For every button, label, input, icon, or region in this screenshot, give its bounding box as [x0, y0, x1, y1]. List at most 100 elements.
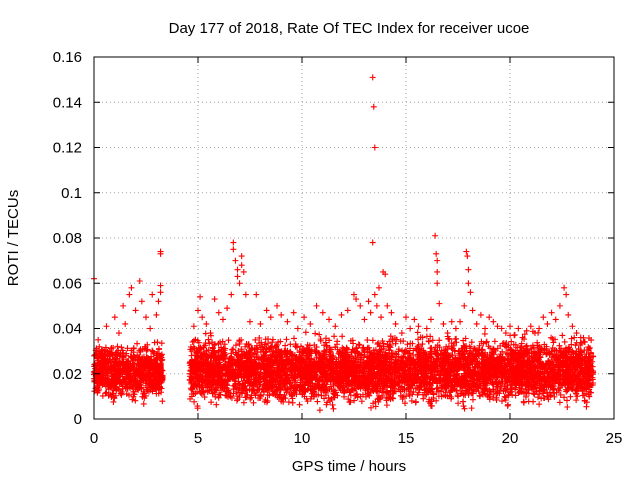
roti-sample [159, 372, 166, 379]
roti-sample [469, 396, 476, 403]
roti-sample [144, 346, 151, 353]
roti-sample [330, 405, 337, 412]
roti-sample [145, 359, 152, 366]
roti-sample [215, 394, 222, 401]
roti-sample [107, 345, 114, 352]
roti-sample [99, 361, 106, 368]
roti-sample [114, 377, 121, 384]
roti-sample [530, 398, 537, 405]
roti-sample [157, 369, 164, 376]
roti-sample [143, 372, 150, 379]
roti-sample [564, 404, 571, 411]
roti-sample [429, 337, 436, 344]
roti-sample [136, 362, 143, 369]
roti-sample [106, 383, 113, 390]
roti-sample [103, 389, 110, 396]
roti-sample [97, 353, 104, 360]
roti-sample [94, 379, 101, 386]
roti-sample [117, 390, 124, 397]
roti-sample [118, 367, 125, 374]
roti-sample [358, 398, 365, 405]
roti-sample [143, 354, 150, 361]
roti-sample [95, 371, 102, 378]
roti-sample [112, 354, 119, 361]
roti-sample [130, 345, 137, 352]
roti-sample [148, 360, 155, 367]
roti-sample [140, 400, 147, 407]
roti-sample [153, 390, 160, 397]
roti-sample [285, 399, 292, 406]
roti-sample [116, 386, 123, 393]
roti-sample [534, 394, 541, 401]
roti-sample [136, 377, 143, 384]
roti-sample [159, 398, 166, 405]
roti-sample [115, 347, 122, 354]
roti-sample [115, 385, 122, 392]
roti-sample [114, 351, 121, 358]
roti-sample [149, 367, 156, 374]
roti-sample [118, 344, 125, 351]
roti-sample [139, 393, 146, 400]
roti-sample [213, 401, 220, 408]
roti-sample [468, 405, 475, 412]
roti-sample [134, 386, 141, 393]
roti-sample [129, 396, 136, 403]
roti-sample [135, 382, 142, 389]
roti-sample [452, 336, 459, 343]
roti-sample [561, 338, 568, 345]
roti-sample [102, 390, 109, 397]
roti-sample [312, 330, 319, 337]
roti-sample [556, 399, 563, 406]
roti-sample [583, 403, 590, 410]
roti-sample [302, 329, 309, 336]
roti-sample [351, 397, 358, 404]
roti-sample [334, 338, 341, 345]
roti-sample [250, 399, 257, 406]
roti-sample [108, 380, 115, 387]
roti-sample [102, 357, 109, 364]
roti-sample [157, 362, 164, 369]
roti-sample [109, 390, 116, 397]
roti-sample [287, 341, 294, 348]
roti-sample [128, 354, 135, 361]
roti-sample [154, 350, 161, 357]
roti-sample [138, 370, 145, 377]
roti-sample [291, 335, 298, 342]
roti-sample [131, 372, 138, 379]
roti-sample [125, 368, 132, 375]
roti-sample [158, 340, 165, 347]
roti-sample [491, 338, 498, 345]
roti-sample [364, 337, 371, 344]
roti-sample [283, 336, 290, 343]
roti-sample [158, 354, 165, 361]
roti-sample [314, 398, 321, 405]
roti-sample [520, 399, 527, 406]
roti-sample [191, 398, 198, 405]
roti-sample [229, 346, 236, 353]
x-axis-label: GPS time / hours [292, 458, 406, 475]
roti-sample [123, 390, 130, 397]
roti-sample [123, 365, 130, 372]
roti-sample [101, 356, 108, 363]
roti-sample [132, 397, 139, 404]
roti-sample [339, 333, 346, 340]
roti-sample [144, 372, 151, 379]
roti-sample [536, 401, 543, 408]
roti-sample [150, 377, 157, 384]
roti-sample [98, 347, 105, 354]
roti-sample [118, 380, 125, 387]
roti-sample [124, 373, 131, 380]
roti-sample [346, 399, 353, 406]
roti-sample [114, 343, 121, 350]
roti-sample [96, 363, 103, 370]
roti-sample [107, 350, 114, 357]
roti-sample [99, 392, 106, 399]
roti-sample [131, 378, 138, 385]
roti-sample [567, 393, 574, 400]
roti-sample [142, 377, 149, 384]
roti-sample [128, 383, 135, 390]
roti-sample [414, 329, 421, 336]
roti-sample [461, 405, 468, 412]
roti-sample [112, 365, 119, 372]
chart-title: Day 177 of 2018, Rate Of TEC Index for r… [169, 20, 530, 37]
